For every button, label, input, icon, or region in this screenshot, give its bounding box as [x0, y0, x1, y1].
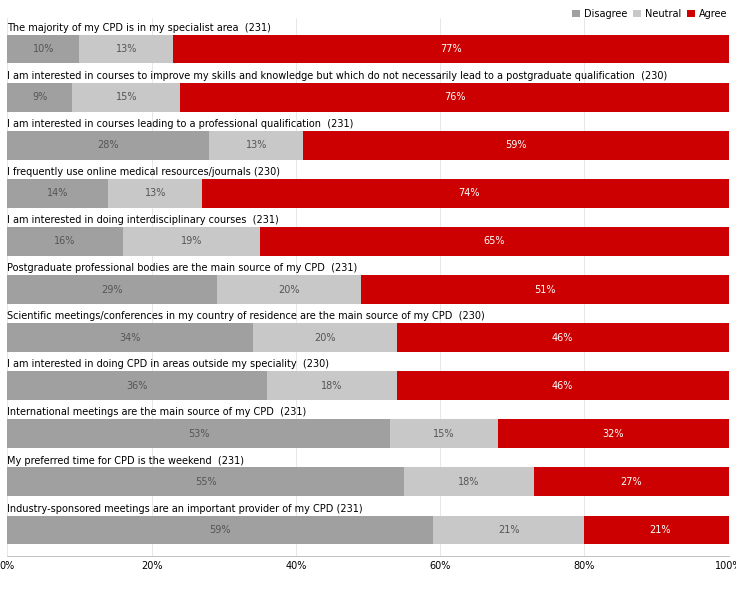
Text: 15%: 15% [433, 429, 455, 439]
Bar [361, 275, 729, 304]
Bar [7, 516, 433, 545]
Text: I am interested in courses to improve my skills and knowledge but which do not n: I am interested in courses to improve my… [7, 71, 668, 81]
Bar [7, 371, 267, 400]
Text: I am interested in doing CPD in areas outside my speciality  (230): I am interested in doing CPD in areas ou… [7, 359, 330, 369]
Text: 55%: 55% [195, 477, 216, 487]
Text: 20%: 20% [278, 285, 300, 295]
Bar [216, 275, 361, 304]
Text: 29%: 29% [101, 285, 123, 295]
Text: 13%: 13% [246, 140, 267, 150]
Bar [7, 227, 123, 256]
Text: 36%: 36% [127, 381, 148, 391]
Text: Postgraduate professional bodies are the main source of my CPD  (231): Postgraduate professional bodies are the… [7, 263, 358, 273]
Bar [389, 419, 498, 448]
Text: 21%: 21% [649, 525, 671, 535]
Text: My preferred time for CPD is the weekend  (231): My preferred time for CPD is the weekend… [7, 456, 244, 465]
Text: I frequently use online medical resources/journals (230): I frequently use online medical resource… [7, 167, 280, 177]
Text: 77%: 77% [440, 44, 461, 54]
Bar [303, 131, 729, 160]
Text: 53%: 53% [188, 429, 209, 439]
Bar [7, 179, 108, 208]
Bar [260, 227, 729, 256]
Bar [404, 468, 534, 496]
Text: 10%: 10% [32, 44, 54, 54]
Text: 34%: 34% [119, 333, 141, 343]
Bar [584, 516, 736, 545]
Text: 14%: 14% [47, 188, 68, 198]
Text: 59%: 59% [209, 525, 231, 535]
Bar [7, 34, 79, 63]
Text: 18%: 18% [459, 477, 480, 487]
Text: 74%: 74% [459, 188, 480, 198]
Text: I am interested in courses leading to a professional qualification  (231): I am interested in courses leading to a … [7, 119, 354, 129]
Bar [79, 34, 173, 63]
Text: International meetings are the main source of my CPD  (231): International meetings are the main sour… [7, 407, 307, 417]
Text: 65%: 65% [484, 236, 505, 246]
Text: 13%: 13% [116, 44, 137, 54]
Bar [433, 516, 584, 545]
Text: 28%: 28% [98, 140, 119, 150]
Bar [108, 179, 202, 208]
Text: 20%: 20% [314, 333, 336, 343]
Bar [202, 179, 736, 208]
Text: 27%: 27% [620, 477, 642, 487]
Text: 16%: 16% [54, 236, 76, 246]
Bar [397, 371, 729, 400]
Bar [7, 468, 404, 496]
Text: 9%: 9% [32, 92, 47, 102]
Text: 18%: 18% [321, 381, 343, 391]
Text: 59%: 59% [505, 140, 527, 150]
Bar [7, 83, 72, 111]
Text: Industry-sponsored meetings are an important provider of my CPD (231): Industry-sponsored meetings are an impor… [7, 504, 363, 514]
Bar [534, 468, 729, 496]
Legend: Disagree, Neutral, Agree: Disagree, Neutral, Agree [569, 5, 731, 22]
Bar [7, 131, 209, 160]
Text: 13%: 13% [144, 188, 166, 198]
Bar [72, 83, 180, 111]
Bar [7, 275, 216, 304]
Text: 15%: 15% [116, 92, 137, 102]
Text: Scientific meetings/conferences in my country of residence are the main source o: Scientific meetings/conferences in my co… [7, 311, 485, 321]
Bar [209, 131, 303, 160]
Text: 19%: 19% [180, 236, 202, 246]
Bar [123, 227, 260, 256]
Text: 76%: 76% [444, 92, 465, 102]
Text: 46%: 46% [552, 333, 573, 343]
Bar [252, 323, 397, 352]
Text: I am interested in doing interdisciplinary courses  (231): I am interested in doing interdisciplina… [7, 215, 279, 225]
Bar [267, 371, 397, 400]
Text: 21%: 21% [498, 525, 520, 535]
Text: The majority of my CPD is in my specialist area  (231): The majority of my CPD is in my speciali… [7, 22, 272, 33]
Text: 46%: 46% [552, 381, 573, 391]
Text: 32%: 32% [603, 429, 624, 439]
Bar [397, 323, 729, 352]
Bar [498, 419, 729, 448]
Bar [180, 83, 729, 111]
Bar [173, 34, 729, 63]
Text: 51%: 51% [534, 285, 556, 295]
Bar [7, 323, 252, 352]
Bar [7, 419, 389, 448]
